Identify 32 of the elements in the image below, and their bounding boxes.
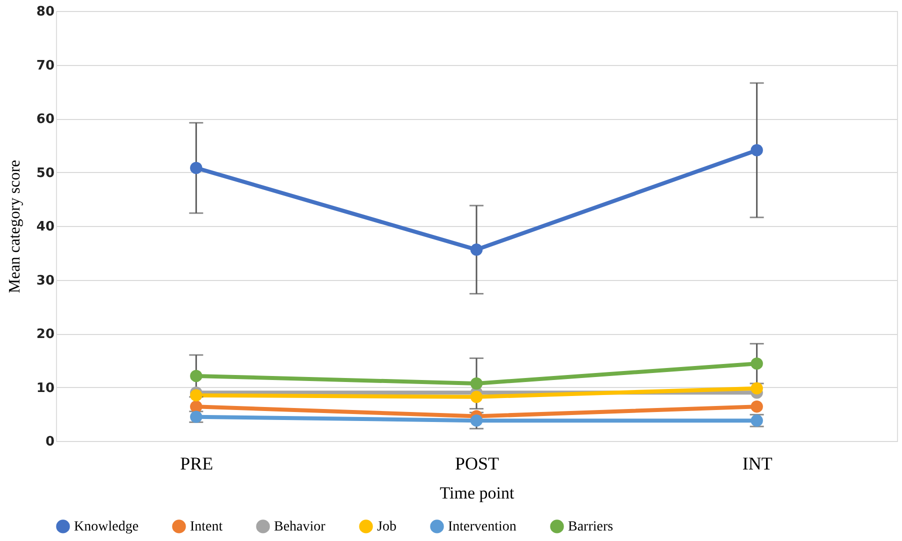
point <box>470 414 483 427</box>
y-tick-label: 10 <box>36 380 54 396</box>
point <box>190 162 202 174</box>
legend-label: Barriers <box>568 519 614 534</box>
legend-label: Knowledge <box>74 519 139 534</box>
x-tick-label: INT <box>742 454 772 474</box>
point <box>750 382 763 394</box>
legend-label: Behavior <box>274 519 326 534</box>
y-tick-label: 0 <box>45 434 54 450</box>
y-tick-label: 70 <box>36 58 54 74</box>
y-tick-label: 80 <box>36 4 54 20</box>
point <box>750 144 763 156</box>
y-tick-label: 60 <box>36 112 54 127</box>
point <box>190 370 202 382</box>
y-tick-label: 40 <box>36 220 54 234</box>
point <box>470 377 483 390</box>
point <box>750 400 763 413</box>
point <box>470 244 483 256</box>
point <box>470 390 483 404</box>
x-axis-title: Time point <box>440 484 515 502</box>
legend-label: Intervention <box>448 519 516 534</box>
y-tick-label: 30 <box>36 273 54 288</box>
legend-label: Intent <box>190 519 223 534</box>
point <box>750 357 763 370</box>
y-axis-title: Mean category score <box>6 160 24 294</box>
y-tick-label: 20 <box>36 327 54 342</box>
point <box>190 400 202 413</box>
y-tick-label: 50 <box>36 166 54 181</box>
x-tick-label: POST <box>454 454 500 474</box>
x-tick-label: PRE <box>180 454 214 474</box>
legend-label: Job <box>377 519 396 534</box>
point <box>190 389 202 402</box>
